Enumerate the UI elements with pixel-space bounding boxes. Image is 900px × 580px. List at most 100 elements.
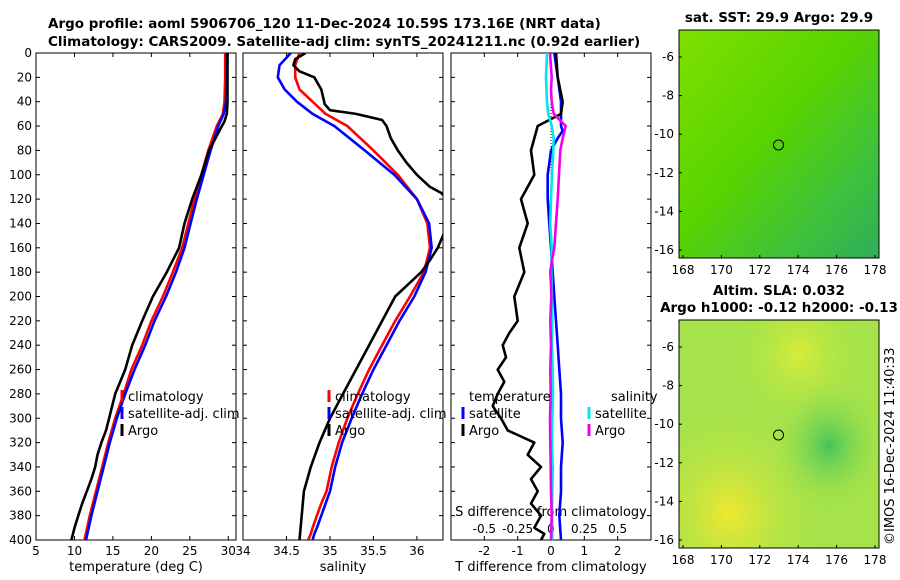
salinity-xtick-label: 34 xyxy=(235,544,250,558)
map-lon-tick-label: 172 xyxy=(748,553,771,567)
salinity-chart: 34 34.5 35 35.5 36 salinity climatology satelli… xyxy=(235,52,447,575)
map-lat-tick-label: -14 xyxy=(654,204,674,218)
legend-label: Argo xyxy=(335,424,365,439)
salinity-series-argo xyxy=(292,53,443,540)
temperature-xtick-label: 25 xyxy=(182,544,197,558)
sla-argo-location-marker xyxy=(773,429,784,441)
map-lat-tick-label: -8 xyxy=(662,89,674,103)
depth-tick-label: 320 xyxy=(9,436,32,450)
s-difference-tick-label: 0.5 xyxy=(608,522,627,536)
map-lat-tick-label: -14 xyxy=(654,494,674,508)
depth-tick-label: 300 xyxy=(9,411,32,425)
depth-tick-label: 280 xyxy=(9,387,32,401)
salinity-xtick-label: 36 xyxy=(409,544,424,558)
map-lat-tick-label: -10 xyxy=(654,127,674,141)
depth-tick-label: 400 xyxy=(9,533,32,547)
salinity-xtick-label: 35.5 xyxy=(360,544,387,558)
depth-tick-label: 120 xyxy=(9,192,32,206)
imos-watermark: ©IMOS 16-Dec-2024 11:40:33 xyxy=(883,348,898,545)
map-lat-tick-label: -8 xyxy=(662,379,674,393)
salinity-xtick-label: 35 xyxy=(322,544,337,558)
depth-tick-label: 100 xyxy=(9,168,32,182)
map-lat-tick-label: -6 xyxy=(662,340,674,354)
salinity-xlabel: salinity xyxy=(320,560,367,575)
depth-tick-label: 160 xyxy=(9,241,32,255)
difference-xtick-label: -1 xyxy=(512,544,524,558)
profile-charts: 0204060801001201401601802002202402602803… xyxy=(9,46,658,575)
depth-tick-label: 240 xyxy=(9,338,32,352)
depth-tick-label: 80 xyxy=(17,143,32,157)
sst-argo-location-marker xyxy=(773,139,784,151)
sla-map xyxy=(678,319,880,549)
sla-map-axes: 168 170 172 174 176 178 -6 -8 -10 -12 -14 -16 xyxy=(654,340,886,567)
temperature-xtick-label: 10 xyxy=(67,544,82,558)
temperature-xlabel: temperature (deg C) xyxy=(69,560,203,575)
map-lat-tick-label: -10 xyxy=(654,417,674,431)
difference-series-temperature-satellite xyxy=(546,53,565,540)
legend-label: Argo xyxy=(469,424,499,439)
s-difference-tick-label: -0.25 xyxy=(502,522,533,536)
map-lon-tick-label: 170 xyxy=(710,263,733,277)
legend-label: satellite xyxy=(595,407,647,422)
depth-tick-label: 200 xyxy=(9,290,32,304)
temperature-axes-frame xyxy=(35,52,237,541)
legend-label: satellite-adj. clim xyxy=(335,407,447,422)
sst-map-frame xyxy=(678,29,880,259)
depth-tick-label: 0 xyxy=(24,46,32,60)
temperature-series-argo xyxy=(70,53,229,540)
depth-tick-label: 140 xyxy=(9,216,32,230)
figure-title-line1: Argo profile: aoml 5906706_120 11-Dec-20… xyxy=(48,16,601,32)
map-lon-tick-label: 172 xyxy=(748,263,771,277)
map-lon-tick-label: 178 xyxy=(864,263,887,277)
map-lon-tick-label: 168 xyxy=(672,553,695,567)
map-lon-tick-label: 174 xyxy=(787,553,810,567)
map-lat-tick-label: -12 xyxy=(654,166,674,180)
legend-label: Argo xyxy=(595,424,625,439)
difference-series-temperature-argo xyxy=(491,53,565,540)
s-difference-tick-label: -0.5 xyxy=(473,522,496,536)
legend-label: climatology xyxy=(335,390,411,405)
temperature-xtick-label: 30 xyxy=(221,544,236,558)
sla-map-title-line2: Argo h1000: -0.12 h2000: -0.13 xyxy=(660,300,898,316)
depth-tick-label: 220 xyxy=(9,314,32,328)
legend-label: satellite-adj. clim xyxy=(128,407,240,422)
sst-map xyxy=(678,29,880,259)
map-lat-tick-label: -12 xyxy=(654,456,674,470)
temperature-series-satellite-adj-clim xyxy=(84,53,229,540)
temperature-chart: 0 20 40 60 80 100 120 140 160 180 200 220 240 260 280 3… xyxy=(9,46,240,575)
legend-label: Argo xyxy=(128,424,158,439)
sst-map-axes: 168 170 172 174 176 178 -6 -8 -10 -12 -14 -16 xyxy=(654,50,886,277)
temperature-xtick-label: 15 xyxy=(105,544,120,558)
legend-title-salinity: salinity xyxy=(611,390,658,405)
map-lat-tick-label: -6 xyxy=(662,50,674,64)
map-lon-tick-label: 168 xyxy=(672,263,695,277)
difference-series-salinity-argo xyxy=(548,53,568,540)
depth-tick-label: 40 xyxy=(17,95,32,109)
sst-map-field xyxy=(679,30,879,258)
s-difference-tick-label: 0.25 xyxy=(571,522,598,536)
depth-tick-label: 260 xyxy=(9,363,32,377)
salinity-xtick-label: 34.5 xyxy=(273,544,300,558)
depth-tick-label: 380 xyxy=(9,509,32,523)
map-lon-tick-label: 178 xyxy=(864,553,887,567)
sst-map-title: sat. SST: 29.9 Argo: 29.9 xyxy=(685,10,873,26)
legend-label: satellite xyxy=(469,407,521,422)
salinity-series-satellite-adj-clim xyxy=(276,53,434,540)
depth-tick-label: 360 xyxy=(9,484,32,498)
legend-title-temperature: temperature xyxy=(469,390,551,405)
depth-tick-label: 180 xyxy=(9,265,32,279)
salinity-series-climatology xyxy=(293,53,432,540)
difference-xlabel: T difference from climatology xyxy=(454,560,647,575)
temperature-series-climatology xyxy=(83,53,227,540)
map-lon-tick-label: 176 xyxy=(825,553,848,567)
difference-xtick-label: 2 xyxy=(614,544,622,558)
sla-map-low-region xyxy=(679,320,879,548)
sla-map-frame xyxy=(678,319,880,549)
map-lat-tick-label: -16 xyxy=(654,243,674,257)
difference-xtick-label: -2 xyxy=(478,544,490,558)
sla-map-title-line1: Altim. SLA: 0.032 xyxy=(713,283,845,299)
map-lat-tick-label: -16 xyxy=(654,533,674,547)
temperature-xtick-label: 5 xyxy=(32,544,40,558)
map-lon-tick-label: 174 xyxy=(787,263,810,277)
